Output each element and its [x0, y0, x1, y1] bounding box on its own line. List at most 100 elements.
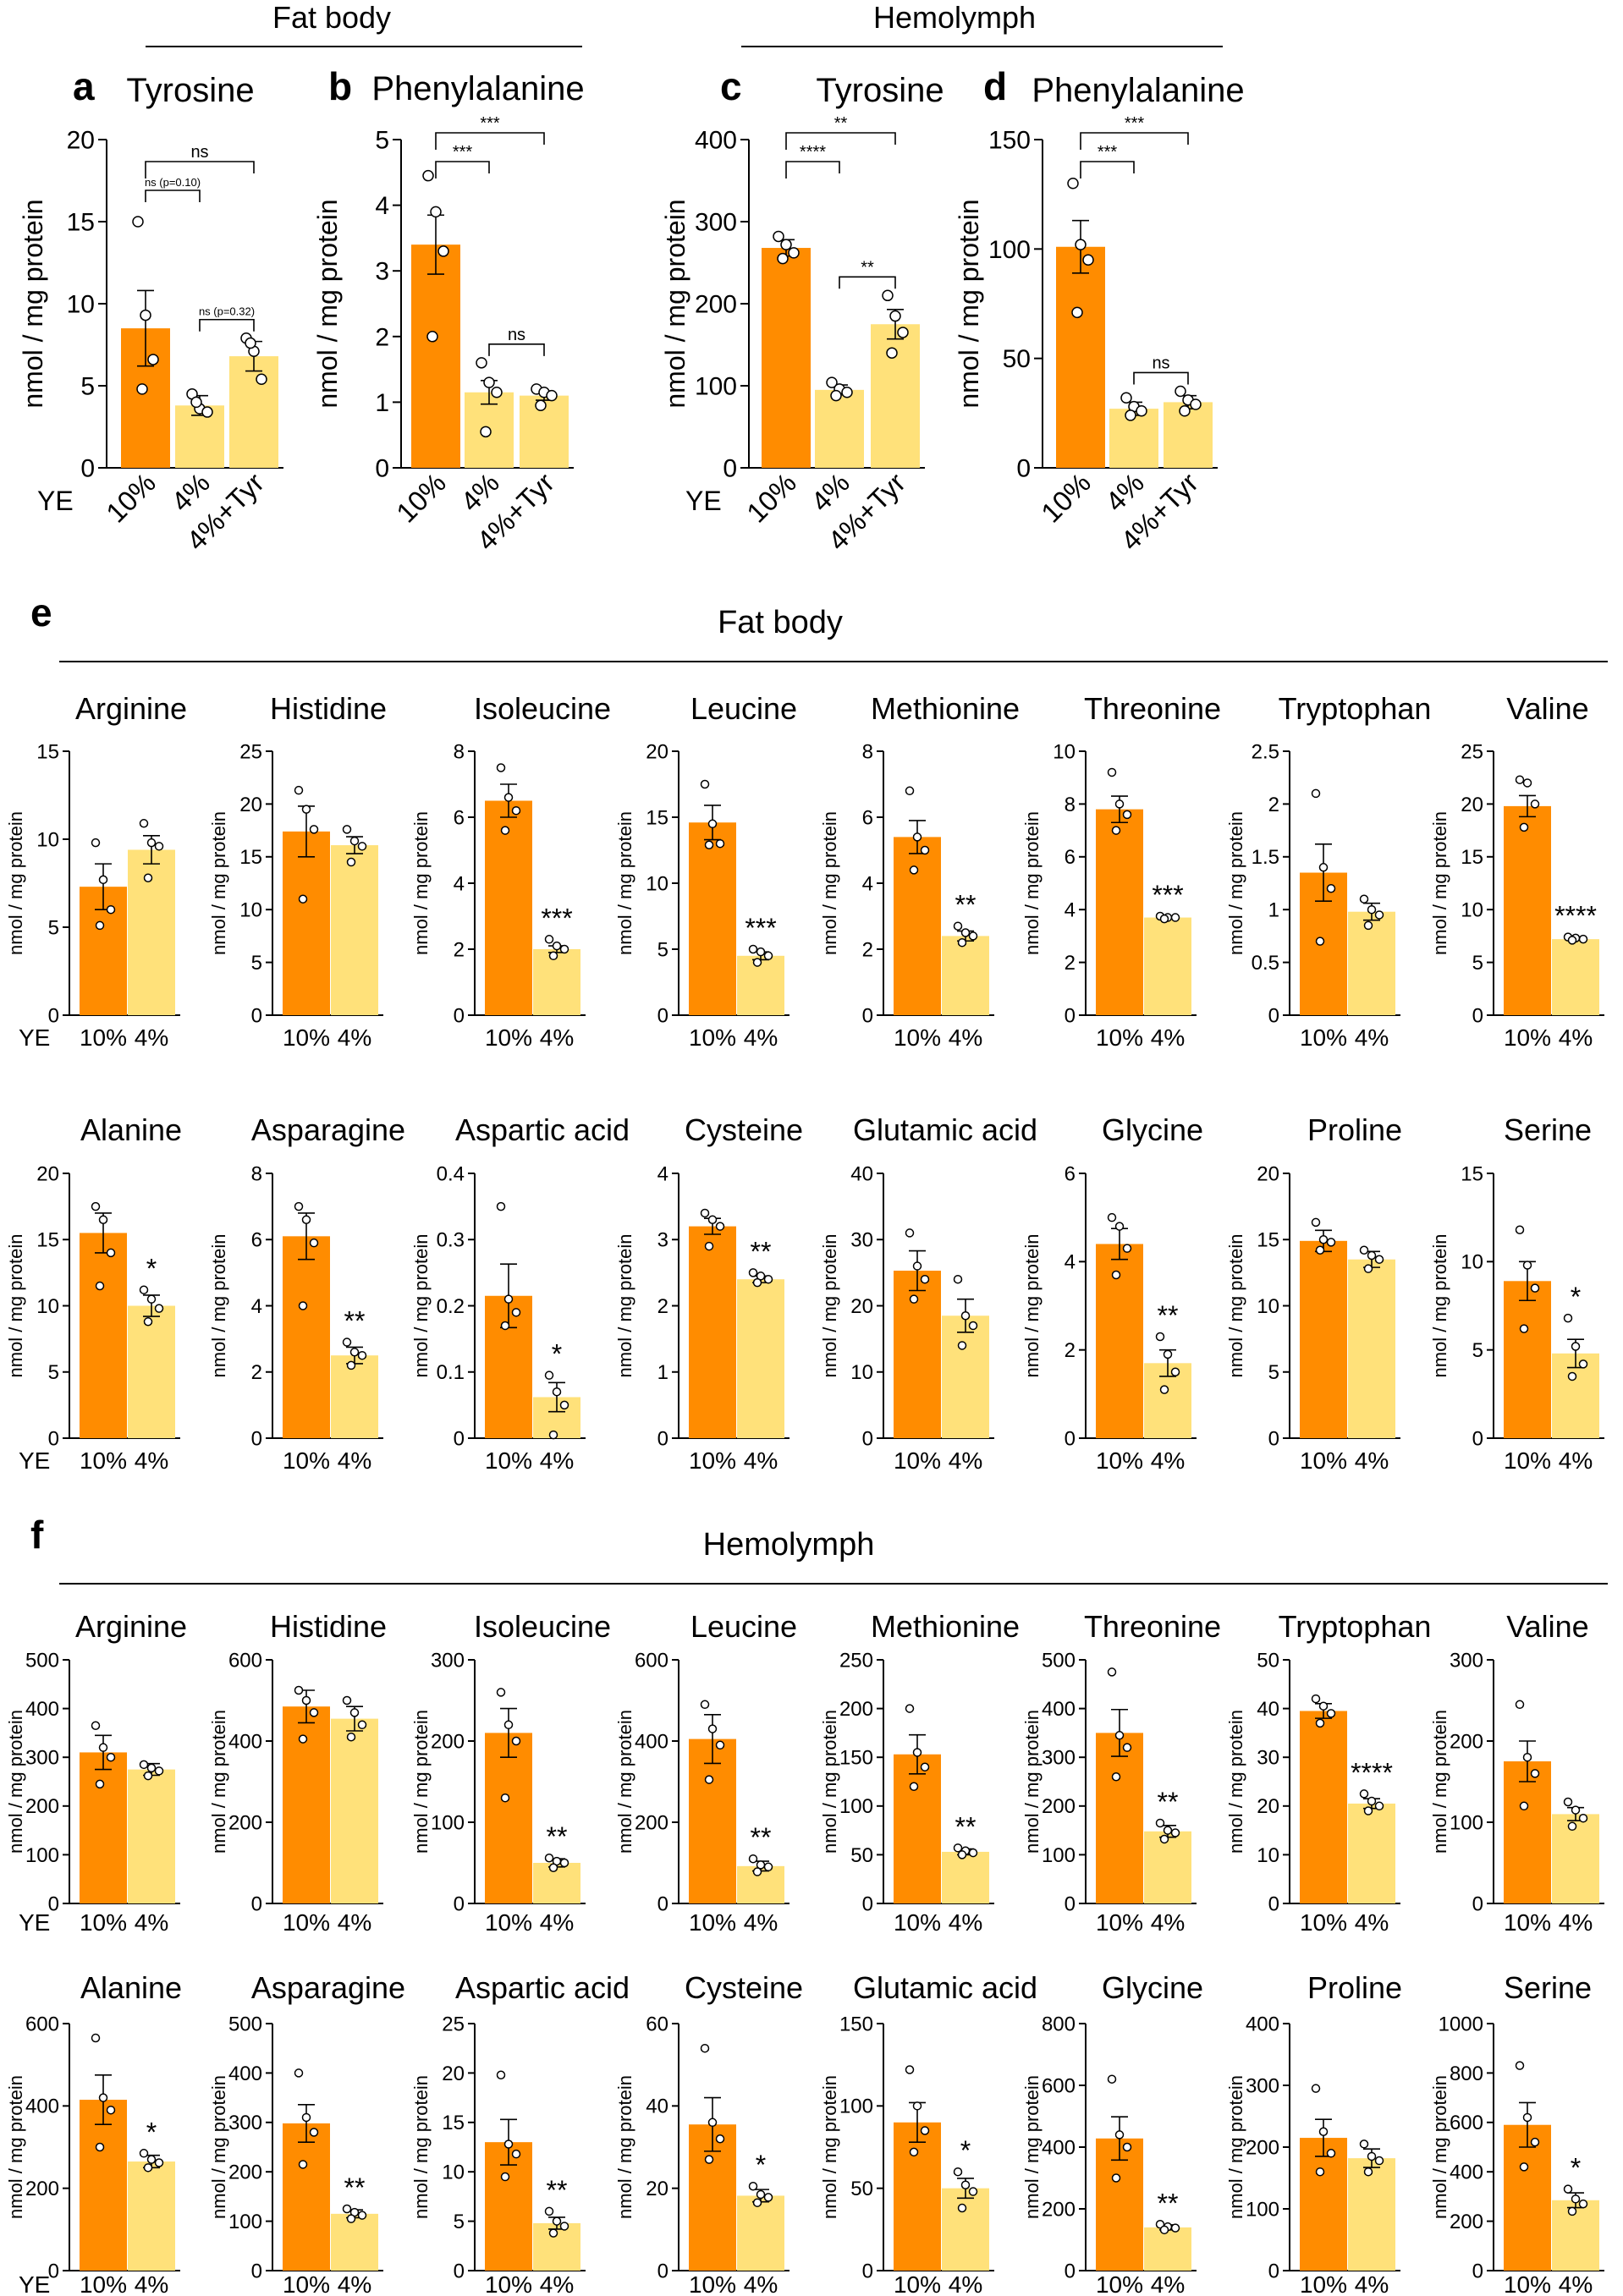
bar-1 — [128, 2161, 175, 2271]
y-tick-label: 100 — [228, 2211, 262, 2233]
bar-0 — [1300, 1711, 1347, 1903]
category-label: 4% — [338, 1447, 371, 1474]
y-tick-label: 600 — [1450, 2112, 1483, 2134]
y-tick-label: 40 — [850, 1162, 873, 1185]
y-tick-label: 200 — [1042, 2198, 1076, 2221]
data-point — [715, 1222, 725, 1231]
y-tick-label: 300 — [431, 1649, 465, 1672]
data-point — [357, 1720, 367, 1730]
bar-1 — [1348, 1259, 1395, 1438]
chart-title: Isoleucine — [474, 1609, 611, 1644]
data-point — [773, 230, 784, 243]
bar-0 — [894, 1271, 941, 1438]
data-point — [357, 1350, 367, 1360]
ye-label: YE — [37, 486, 74, 516]
y-tick-label: 0.5 — [1252, 952, 1279, 975]
data-point — [1367, 1250, 1377, 1261]
y-tick-label: 100 — [695, 373, 737, 401]
chart-f-asparagine: Asparagine nmol / mg protein 0 100 200 300 400… — [208, 1970, 405, 2296]
data-point — [1315, 937, 1325, 946]
data-point — [886, 347, 898, 359]
data-point — [98, 1743, 108, 1752]
panel-letter: a — [73, 64, 95, 108]
data-point — [1107, 1212, 1117, 1222]
bar-0 — [1504, 805, 1551, 1015]
data-point — [342, 1338, 352, 1347]
data-point — [548, 951, 558, 961]
data-point — [1567, 1821, 1577, 1832]
chart-f-tryptophan: Tryptophan nmol / mg protein 0 10 20 30 40 50 10… — [1225, 1609, 1431, 1936]
data-point — [426, 331, 438, 343]
chart-f-methionine: Methionine nmol / mg protein 0 50 100 150 200 2… — [819, 1609, 1020, 1936]
data-point — [349, 1348, 360, 1357]
y-tick-label: 10 — [1053, 740, 1076, 763]
sig-star: ** — [1158, 1300, 1179, 1331]
y-tick-label: 800 — [1042, 2013, 1076, 2035]
y-tick-label: 0 — [862, 2260, 873, 2282]
y-tick-label: 100 — [988, 236, 1031, 264]
data-point — [704, 840, 714, 850]
data-point — [146, 1763, 157, 1773]
y-tick-label: 8 — [251, 1162, 262, 1185]
y-tick-label: 20 — [646, 2178, 668, 2200]
y-tick-label: 300 — [1246, 2074, 1279, 2097]
data-point — [763, 1274, 773, 1284]
y-tick-label: 5 — [375, 127, 389, 155]
chart-title: Histidine — [270, 1609, 387, 1644]
category-label: 10% — [283, 1909, 330, 1936]
category-label: 10% — [1096, 2271, 1143, 2296]
data-point — [1571, 2194, 1581, 2204]
chart-title: Methionine — [871, 1609, 1020, 1644]
chart-f-leucine: Leucine nmol / mg protein 0 200 400 600 10% 4% *… — [614, 1609, 797, 1936]
data-point — [1374, 910, 1384, 920]
sig-bracket — [435, 161, 490, 179]
category-label: 4% — [540, 1447, 574, 1474]
category-label: 10% — [1300, 2271, 1347, 2296]
data-point — [430, 206, 442, 218]
data-point — [1530, 1283, 1540, 1293]
header-hemolymph-top: Hemolymph — [873, 0, 1036, 35]
chart-e-glycine: Glycine nmol / mg protein 0 2 4 6 10% 4% ** — [1021, 1112, 1203, 1474]
category-label: 4% — [1559, 1447, 1593, 1474]
chart-title: Aspartic acid — [455, 1970, 630, 2005]
y-tick-label: 2 — [375, 323, 389, 351]
data-point — [1179, 404, 1191, 417]
data-point — [780, 239, 792, 250]
data-point — [1563, 1797, 1573, 1807]
data-point — [905, 1228, 915, 1238]
data-point — [1578, 2199, 1588, 2209]
data-point — [559, 944, 569, 954]
data-point — [256, 373, 267, 385]
data-point — [552, 1387, 562, 1397]
bar-1 — [1348, 1803, 1395, 1903]
category-label: 10% — [1504, 2271, 1551, 2296]
data-point — [491, 387, 503, 398]
y-tick-label: 0 — [1268, 1892, 1279, 1915]
data-point — [298, 1301, 308, 1310]
bar-0 — [1504, 1281, 1551, 1438]
y-tick-label: 15 — [1257, 1229, 1279, 1252]
data-point — [700, 1700, 710, 1710]
data-point — [503, 2139, 514, 2149]
y-tick-label: 20 — [442, 2063, 465, 2085]
data-point — [500, 826, 510, 835]
y-tick-label: 2 — [1268, 794, 1279, 816]
y-axis-label: nmol / mg protein — [1429, 1710, 1450, 1854]
y-tick-label: 0.4 — [437, 1162, 465, 1185]
data-point — [912, 832, 922, 842]
y-tick-label: 25 — [239, 740, 262, 763]
data-point — [909, 2147, 919, 2157]
y-tick-label: 0 — [657, 1892, 668, 1915]
y-tick-label: 0 — [1472, 2260, 1483, 2282]
y-tick-label: 10 — [239, 899, 262, 922]
y-tick-label: 6 — [251, 1229, 262, 1252]
y-tick-label: 200 — [1246, 2136, 1279, 2159]
y-tick-label: 0 — [1472, 1892, 1483, 1915]
data-point — [1067, 177, 1079, 190]
data-point — [154, 2158, 164, 2167]
data-point — [1519, 1801, 1529, 1811]
chart-title: Serine — [1504, 1970, 1592, 2005]
data-point — [704, 2155, 714, 2164]
bar-1 — [737, 1279, 784, 1438]
